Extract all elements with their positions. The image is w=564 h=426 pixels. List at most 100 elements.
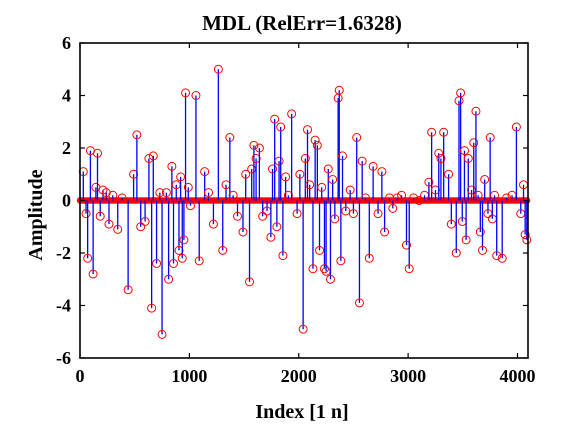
stem-marker xyxy=(83,253,93,263)
stem-marker xyxy=(213,64,223,74)
stem-marker xyxy=(325,274,335,284)
y-tick-label: 4 xyxy=(62,86,71,106)
stem-marker xyxy=(478,245,487,255)
stem-marker xyxy=(303,125,312,135)
stem-marker xyxy=(204,188,214,198)
stem-marker xyxy=(295,169,305,179)
stem-marker xyxy=(218,245,228,255)
y-tick-label: -4 xyxy=(56,296,71,316)
stem-marker xyxy=(225,133,235,142)
stem-marker xyxy=(174,245,184,255)
stem-marker xyxy=(155,188,165,198)
stem-marker xyxy=(315,245,325,255)
stem-marker xyxy=(300,154,310,163)
stem-marker xyxy=(404,264,414,274)
stem-marker xyxy=(233,211,242,221)
stem-marker xyxy=(338,151,347,161)
stem-marker xyxy=(341,206,351,216)
stem-marker xyxy=(473,190,483,200)
stem-marker xyxy=(278,251,288,261)
stem-marker xyxy=(129,169,139,179)
stem-marker xyxy=(147,303,157,313)
stem-marker xyxy=(95,211,105,221)
stem-marker xyxy=(108,190,118,200)
stem-marker xyxy=(456,88,466,98)
stem-marker xyxy=(317,182,327,192)
stem-marker xyxy=(469,138,479,148)
stem-marker xyxy=(352,133,362,142)
stem-marker xyxy=(463,154,473,163)
stem-marker xyxy=(475,227,485,237)
stem-marker xyxy=(281,172,291,182)
stem-marker xyxy=(181,88,191,98)
stem-marker xyxy=(93,148,102,158)
stem-marker xyxy=(245,277,255,287)
x-tick-label: 3000 xyxy=(390,366,426,386)
stem-marker xyxy=(485,133,495,142)
stem-marker xyxy=(373,209,383,219)
stem-marker xyxy=(451,248,461,258)
stem-marker xyxy=(200,167,210,177)
stem-marker xyxy=(167,161,177,171)
stem-marker xyxy=(471,106,481,116)
stem-marker xyxy=(251,154,261,163)
stem-marker xyxy=(81,209,91,219)
stem-marker xyxy=(228,190,238,200)
stem-marker xyxy=(123,285,133,295)
stem-marker xyxy=(364,253,374,263)
stem-marker xyxy=(157,329,167,339)
stem-marker xyxy=(136,222,146,232)
stem-marker xyxy=(424,177,434,187)
stem-marker xyxy=(176,172,186,182)
y-axis-label: Amplitude xyxy=(25,169,47,260)
stem-marker xyxy=(272,222,282,232)
stem-marker xyxy=(522,235,532,245)
stem-marker xyxy=(360,193,370,203)
stem-marker xyxy=(354,298,364,308)
stem-marker xyxy=(270,114,280,124)
stem-marker xyxy=(444,169,454,179)
stem-marker xyxy=(258,211,268,221)
stem-marker xyxy=(185,201,195,211)
stem-marker xyxy=(436,154,446,163)
stem-marker xyxy=(459,146,469,156)
stem-marker xyxy=(292,209,302,219)
stem-marker xyxy=(132,130,142,140)
stem-marker xyxy=(348,209,358,219)
stem-marker xyxy=(380,227,390,237)
y-tick-label: 2 xyxy=(62,138,71,158)
stem-marker xyxy=(490,190,500,200)
y-tick-label: 0 xyxy=(62,191,71,211)
x-tick-label: 2000 xyxy=(281,366,317,386)
stem-marker xyxy=(298,324,308,334)
stem-marker xyxy=(388,203,398,213)
stem-marker xyxy=(177,253,187,263)
stem-marker xyxy=(310,135,320,145)
stem-marker xyxy=(323,164,333,174)
stem-marker xyxy=(140,217,150,226)
stem-marker xyxy=(414,196,424,205)
stem-marker xyxy=(117,193,127,203)
stem-marker xyxy=(191,91,201,100)
stem-marker xyxy=(502,193,512,203)
stem-marker xyxy=(439,127,449,137)
stem-marker xyxy=(430,185,440,195)
stem-marker xyxy=(183,182,193,192)
stem-marker xyxy=(274,156,284,166)
stem-marker xyxy=(511,122,521,132)
stem-marker xyxy=(357,156,367,166)
stem-marker xyxy=(104,219,114,229)
stem-marker xyxy=(305,180,315,190)
stem-marker xyxy=(276,122,286,132)
y-tick-label: -2 xyxy=(56,243,71,263)
stem-marker xyxy=(461,235,471,245)
stem-marker xyxy=(446,219,456,229)
stem-marker xyxy=(368,161,378,171)
stem-marker xyxy=(497,253,507,263)
stem-marker xyxy=(152,259,162,268)
y-tick-label: -6 xyxy=(56,348,71,368)
stem-marker xyxy=(480,175,490,184)
stem-marker xyxy=(330,214,340,224)
